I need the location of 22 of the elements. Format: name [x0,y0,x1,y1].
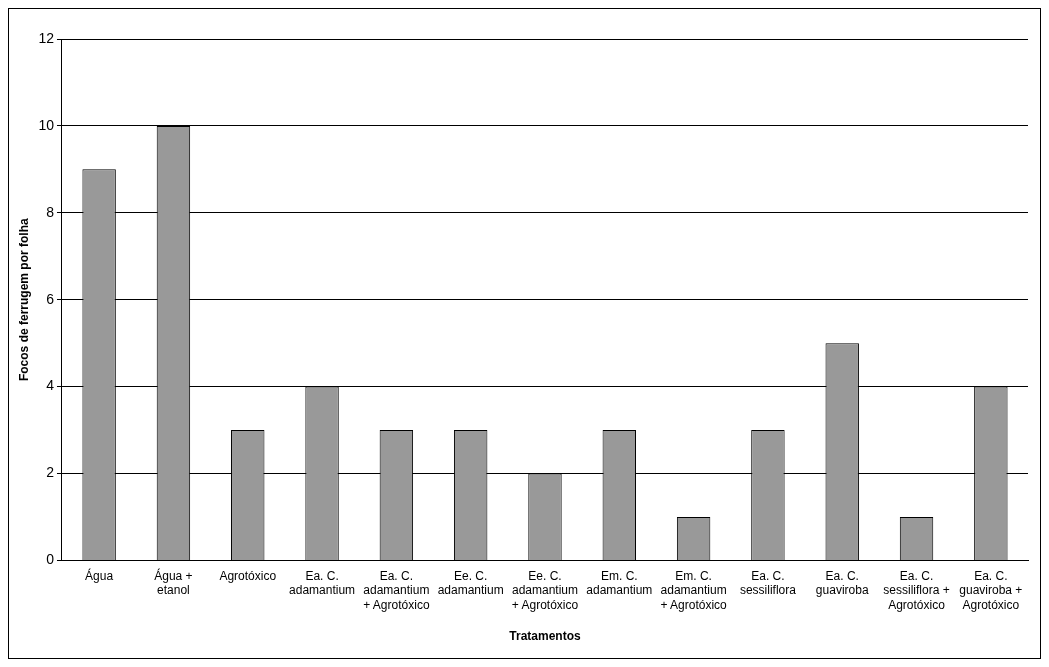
x-tick-label: Ea. C. guaviroba + Agrotóxico [959,568,1023,612]
x-tick-label: Ee. C. adamantium [437,568,504,598]
y-tick-label: 8 [46,203,55,220]
x-tick-label: Ea. C. sessiliflora + Agrotóxico [883,568,950,612]
x-tick-label: Ea. C. guaviroba [815,568,869,598]
x-tick-label: Ee. C. adamantium + Agrotóxico [511,568,579,612]
x-tick-label: Ea. C. adamantium + Agrotóxico [363,568,430,612]
y-tick-label: 4 [46,377,55,394]
x-tick-label: Agrotóxico [219,568,277,583]
y-axis-title: Focos de ferrugem por folha [16,218,31,382]
x-tick-label: Ea. C. adamantium [289,568,356,598]
x-tick-label: Em. C. adamantium + Agrotóxico [660,568,728,612]
y-tick-label: 12 [38,29,55,46]
y-tick-label: 10 [38,116,55,133]
x-tick-label: Água [85,567,114,583]
x-tick-label: Água + etanol [154,567,193,598]
x-tick-label: Ea. C. sessiliflora [739,568,797,598]
y-tick-label: 0 [46,551,55,568]
y-tick-label: 2 [46,464,55,481]
x-tick-label: Em. C. adamantium [586,568,653,598]
x-axis-title: Tratamentos [509,629,581,644]
y-tick-label: 6 [46,290,55,307]
